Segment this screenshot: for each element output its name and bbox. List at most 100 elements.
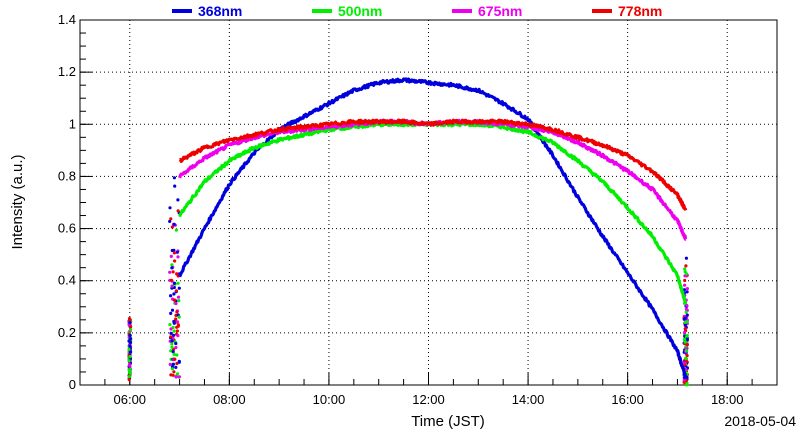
x-tick-label: 16:00 bbox=[611, 392, 644, 407]
x-tick-label: 06:00 bbox=[114, 392, 147, 407]
x-axis-ticks: 06:00 08:00 10:00 12:00 14:00 16:00 18:00 bbox=[79, 373, 778, 407]
burst-point bbox=[170, 367, 174, 371]
y-tick-label: 1 bbox=[69, 116, 76, 131]
burst-point bbox=[685, 354, 689, 358]
burst-point bbox=[177, 360, 181, 364]
burst-point bbox=[176, 295, 181, 299]
burst-point bbox=[682, 361, 687, 365]
burst-point bbox=[176, 198, 180, 202]
burst-point bbox=[170, 308, 175, 312]
burst-point bbox=[169, 254, 173, 258]
burst-point bbox=[172, 176, 176, 180]
burst-point bbox=[128, 340, 133, 345]
burst-point bbox=[169, 294, 173, 298]
burst-point bbox=[175, 361, 179, 366]
burst-point bbox=[174, 228, 178, 232]
burst-point bbox=[175, 353, 179, 357]
x-tick-label: 12:00 bbox=[412, 392, 445, 407]
burst-point bbox=[684, 264, 688, 268]
burst-point bbox=[170, 339, 174, 343]
burst-point bbox=[171, 350, 175, 354]
burst-point bbox=[168, 219, 172, 223]
burst-point bbox=[173, 259, 177, 263]
y-tick-label: 0.6 bbox=[58, 221, 76, 236]
burst-point bbox=[129, 337, 133, 341]
x-tick-label: 08:00 bbox=[213, 392, 246, 407]
legend: 368nm 500nm 675nm 778nm bbox=[172, 3, 662, 19]
burst-point bbox=[685, 303, 689, 308]
burst-point bbox=[684, 356, 688, 360]
burst-point bbox=[169, 349, 173, 353]
burst-point bbox=[172, 298, 176, 302]
y-tick-label: 0.8 bbox=[58, 168, 76, 183]
burst-point bbox=[175, 310, 179, 314]
burst-point bbox=[170, 342, 174, 346]
burst-point bbox=[177, 299, 181, 303]
burst-point bbox=[170, 284, 174, 288]
burst-point bbox=[176, 334, 180, 338]
burst-point bbox=[683, 278, 687, 283]
burst-point bbox=[174, 301, 178, 306]
burst-point bbox=[176, 323, 180, 327]
burst-point bbox=[168, 323, 172, 327]
legend-label: 500nm bbox=[338, 3, 382, 19]
y-tick-label: 0.4 bbox=[58, 273, 76, 288]
burst-point bbox=[685, 343, 689, 347]
burst-point bbox=[169, 311, 173, 315]
burst-point bbox=[127, 375, 131, 379]
burst-point bbox=[169, 335, 173, 339]
burst-point bbox=[172, 319, 176, 324]
burst-point bbox=[177, 375, 181, 379]
burst-point bbox=[174, 365, 178, 369]
burst-point bbox=[174, 375, 178, 379]
burst-point bbox=[170, 248, 174, 253]
burst-point bbox=[170, 345, 174, 349]
burst-point bbox=[684, 310, 688, 314]
plot-frame bbox=[79, 19, 778, 386]
scatter-bursts bbox=[127, 176, 690, 387]
burst-point bbox=[176, 209, 180, 213]
burst-point bbox=[175, 372, 180, 376]
burst-point bbox=[128, 328, 133, 332]
burst-point bbox=[684, 256, 689, 260]
burst-point bbox=[128, 355, 132, 359]
date-label: 2018-05-04 bbox=[724, 413, 796, 429]
burst-point bbox=[685, 287, 690, 291]
burst-point bbox=[683, 340, 687, 344]
burst-point bbox=[171, 362, 175, 366]
burst-point bbox=[128, 364, 132, 368]
burst-point bbox=[685, 290, 689, 294]
burst-point bbox=[172, 333, 176, 337]
burst-point bbox=[128, 344, 132, 348]
x-tick-label: 14:00 bbox=[512, 392, 545, 407]
burst-point bbox=[170, 263, 174, 267]
burst-point bbox=[685, 383, 689, 387]
burst-point bbox=[683, 283, 687, 287]
burst-point bbox=[128, 321, 132, 325]
burst-point bbox=[683, 330, 687, 335]
burst-point bbox=[128, 318, 132, 322]
series-line-778nm bbox=[178, 118, 688, 211]
burst-point bbox=[169, 217, 173, 221]
burst-point bbox=[127, 359, 131, 363]
burst-point bbox=[168, 362, 172, 366]
burst-point bbox=[128, 350, 132, 354]
y-tick-label: 0.2 bbox=[58, 325, 76, 340]
burst-point bbox=[685, 359, 689, 364]
burst-point bbox=[169, 331, 173, 335]
burst-point bbox=[172, 292, 176, 296]
burst-point bbox=[177, 286, 181, 290]
burst-point bbox=[171, 270, 175, 274]
burst-point bbox=[682, 380, 686, 384]
burst-point bbox=[176, 281, 180, 285]
x-axis-title: Time (JST) bbox=[411, 413, 485, 430]
burst-point bbox=[168, 270, 172, 274]
burst-point bbox=[170, 225, 174, 229]
burst-point bbox=[174, 341, 178, 346]
burst-point bbox=[170, 266, 174, 270]
burst-point bbox=[127, 378, 131, 382]
legend-label: 778nm bbox=[618, 3, 662, 19]
burst-point bbox=[169, 327, 173, 331]
burst-point bbox=[685, 337, 689, 341]
